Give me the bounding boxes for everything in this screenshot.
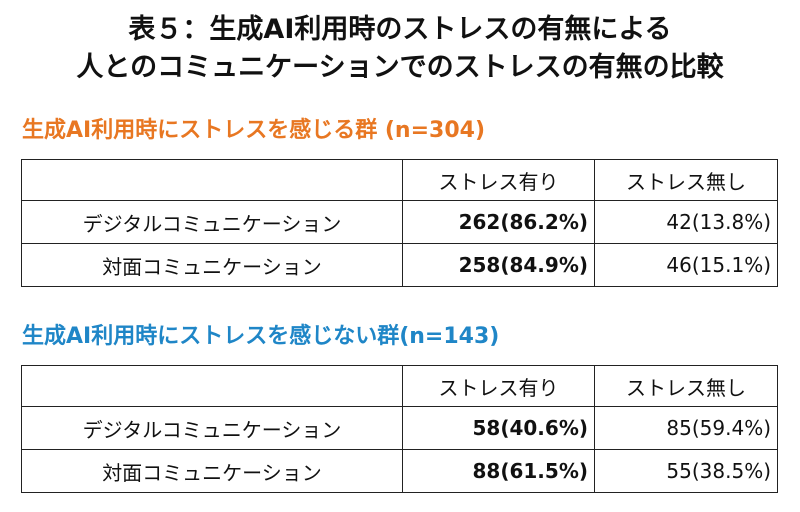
cell-with-stress: 88(61.5%) [402, 449, 595, 493]
cell-with-stress: 262(86.2%) [402, 200, 595, 244]
row-label: 対面コミュニケーション [21, 243, 403, 287]
page-title-line-1: 表５：生成AI利用時のストレスの有無による [128, 14, 672, 45]
table-row: デジタルコミュニケーション 58(40.6%) 85(59.4%) [21, 406, 778, 450]
table-row: 対面コミュニケーション 88(61.5%) 55(38.5%) [21, 449, 778, 493]
table-header-empty [21, 365, 403, 407]
cell-without-stress: 55(38.5%) [594, 449, 778, 493]
row-label: 対面コミュニケーション [21, 449, 403, 493]
table-header-with-stress: ストレス有り [402, 159, 595, 201]
table-header-with-stress: ストレス有り [402, 365, 595, 407]
table-row: 対面コミュニケーション 258(84.9%) 46(15.1%) [21, 243, 778, 287]
cell-without-stress: 85(59.4%) [594, 406, 778, 450]
row-label: デジタルコミュニケーション [21, 200, 403, 244]
group-heading-not-stressed: 生成AI利用時にストレスを感じない群(n=143) [22, 324, 500, 349]
group-heading-stressed: 生成AI利用時にストレスを感じる群 (n=304) [22, 118, 486, 143]
table-stressed-group: ストレス有り ストレス無し デジタルコミュニケーション 262(86.2%) 4… [21, 159, 778, 287]
cell-with-stress: 258(84.9%) [402, 243, 595, 287]
table-row: デジタルコミュニケーション 262(86.2%) 42(13.8%) [21, 200, 778, 244]
table-header-empty [21, 159, 403, 201]
cell-with-stress: 58(40.6%) [402, 406, 595, 450]
page-title-line-2: 人とのコミュニケーションでのストレスの有無の比較 [76, 52, 724, 83]
table-not-stressed-group: ストレス有り ストレス無し デジタルコミュニケーション 58(40.6%) 85… [21, 365, 778, 493]
row-label: デジタルコミュニケーション [21, 406, 403, 450]
table-header-without-stress: ストレス無し [594, 159, 778, 201]
table-header-row: ストレス有り ストレス無し [21, 159, 778, 201]
table-header-without-stress: ストレス無し [594, 365, 778, 407]
cell-without-stress: 42(13.8%) [594, 200, 778, 244]
table-header-row: ストレス有り ストレス無し [21, 365, 778, 407]
cell-without-stress: 46(15.1%) [594, 243, 778, 287]
